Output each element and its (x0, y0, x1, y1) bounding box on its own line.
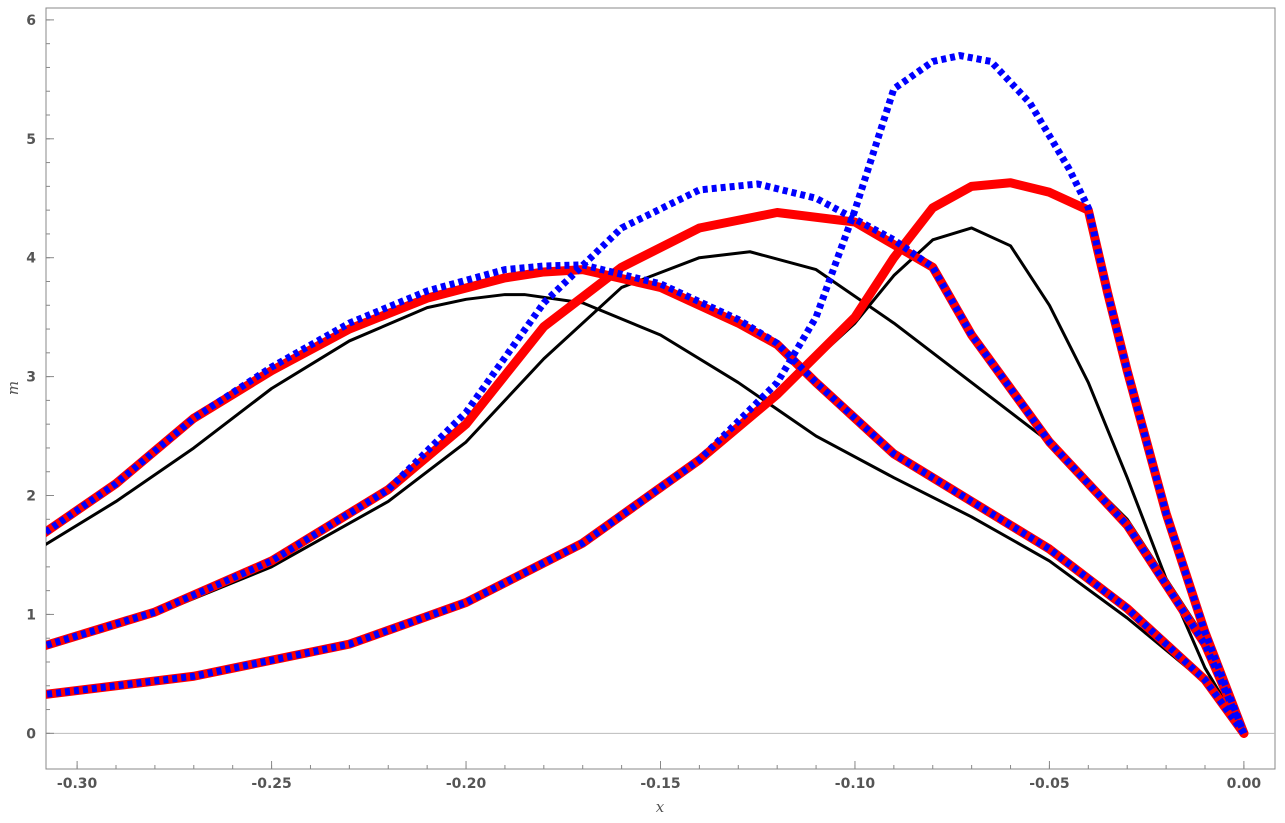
y-tick-label: 2 (26, 489, 36, 505)
series-line-blue-dotted-group-2 (46, 180, 1248, 735)
y-tick-label: 1 (26, 607, 36, 623)
x-tick-label: -0.10 (835, 776, 876, 792)
series-layer (46, 52, 1249, 738)
x-tick-label: -0.20 (446, 776, 487, 792)
x-tick-label: -0.05 (1029, 776, 1069, 792)
x-axis-label: x (656, 798, 665, 816)
y-tick-label: 4 (26, 251, 36, 267)
y-tick-label: 3 (26, 370, 36, 386)
series-line-red-thick-group-2 (46, 208, 1249, 738)
x-tick-label: 0.00 (1227, 776, 1262, 792)
series-line-red-thick-group-3 (46, 178, 1249, 738)
series-line-blue-dotted-group-3 (46, 52, 1248, 735)
series-line-black-thin-group-1 (46, 293, 1246, 735)
y-tick-label: 5 (26, 132, 36, 148)
series-line-black-thin-group-2 (46, 250, 1246, 735)
x-axis-ticks: -0.30 -0.25 -0.20 -0.15 -0.10 -0.05 0.00 (57, 761, 1261, 792)
x-tick-label: -0.25 (251, 776, 291, 792)
x-tick-label: -0.15 (640, 776, 680, 792)
y-tick-label: 0 (26, 726, 36, 742)
y-tick-label: 6 (26, 13, 36, 29)
y-axis-ticks: 0 1 2 3 4 5 6 (26, 13, 54, 742)
series-line-blue-dotted-group-1 (46, 261, 1247, 736)
y-axis-label: m (4, 381, 22, 395)
series-line-black-thin-group-3 (46, 226, 1246, 735)
x-tick-label: -0.30 (57, 776, 98, 792)
